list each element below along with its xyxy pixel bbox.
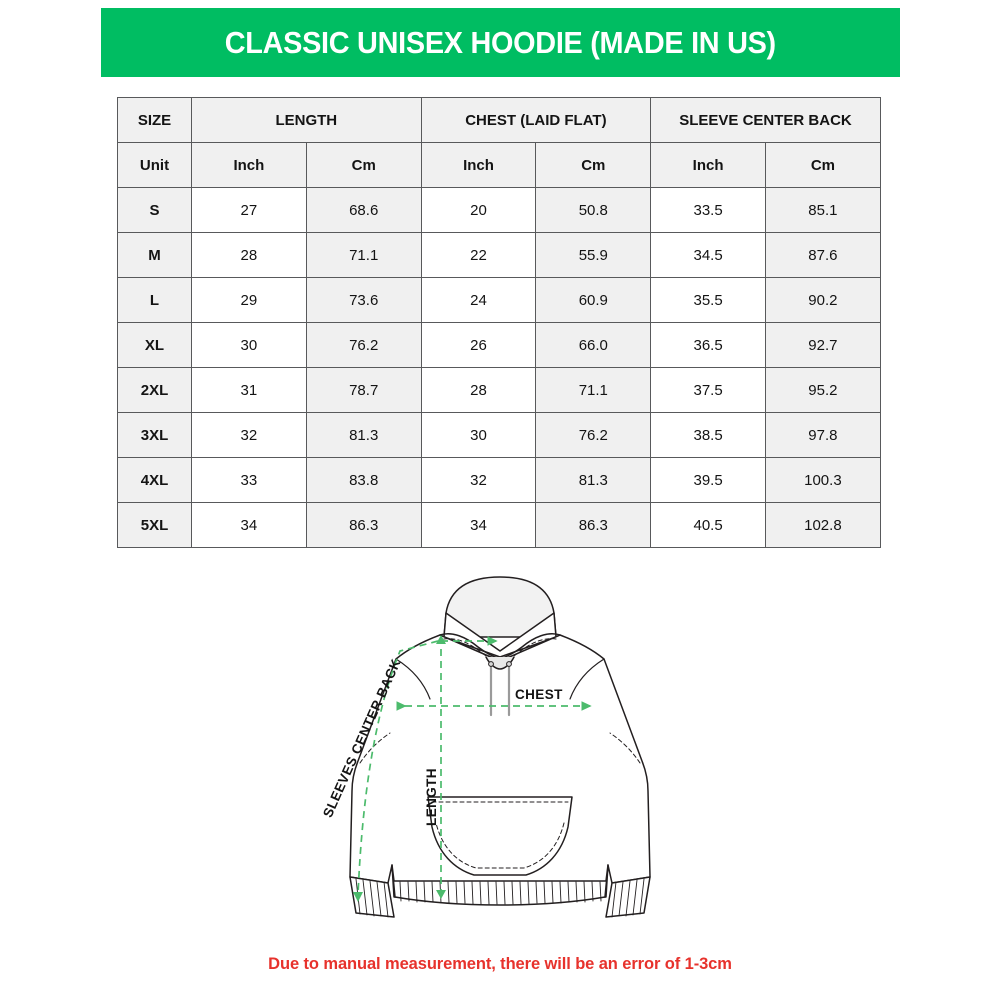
cell-sleeve-cm: 87.6 (765, 232, 881, 278)
table-row: M 28 71.1 22 55.9 34.5 87.6 (117, 232, 881, 278)
table-row: 2XL 31 78.7 28 71.1 37.5 95.2 (117, 367, 881, 413)
cell-sleeve-cm: 90.2 (765, 277, 881, 323)
chest-label: CHEST (515, 687, 563, 702)
cell-chest-inch: 20 (420, 187, 537, 233)
table-row: S 27 68.6 20 50.8 33.5 85.1 (117, 187, 881, 233)
table-group-header-row: SIZE LENGTH CHEST (LAID FLAT) SLEEVE CEN… (117, 97, 881, 143)
cell-chest-cm: 60.9 (535, 277, 652, 323)
cell-length-cm: 83.8 (305, 457, 422, 503)
cell-sleeve-cm: 85.1 (765, 187, 881, 233)
cell-sleeve-inch: 39.5 (650, 457, 766, 503)
cell-chest-cm: 55.9 (535, 232, 652, 278)
hoodie-diagram: CHEST LENGTH SLEEVES CENTER BACK (300, 565, 700, 940)
cell-sleeve-cm: 100.3 (765, 457, 881, 503)
unit-header-sleeve-cm: Cm (765, 142, 881, 188)
cell-length-cm: 68.6 (305, 187, 422, 233)
cell-length-inch: 28 (191, 232, 307, 278)
cell-chest-inch: 24 (420, 277, 537, 323)
cell-size: 4XL (117, 457, 192, 503)
cell-chest-cm: 71.1 (535, 367, 652, 413)
cell-sleeve-inch: 33.5 (650, 187, 766, 233)
cell-length-cm: 71.1 (305, 232, 422, 278)
hoodie-garment-outline (349, 576, 651, 918)
cell-length-inch: 29 (191, 277, 307, 323)
header-banner: CLASSIC UNISEX HOODIE (MADE IN US) (101, 8, 900, 77)
cell-size: 3XL (117, 412, 192, 458)
column-header-sleeve: SLEEVE CENTER BACK (650, 97, 881, 143)
unit-header-length-cm: Cm (305, 142, 422, 188)
cell-size: 2XL (117, 367, 192, 413)
table-row: 4XL 33 83.8 32 81.3 39.5 100.3 (117, 457, 881, 503)
unit-header-chest-cm: Cm (535, 142, 652, 188)
cell-length-cm: 76.2 (305, 322, 422, 368)
cell-chest-inch: 28 (420, 367, 537, 413)
table-row: 5XL 34 86.3 34 86.3 40.5 102.8 (117, 502, 881, 548)
column-header-size: SIZE (117, 97, 192, 143)
length-label: LENGTH (424, 768, 439, 826)
cell-length-inch: 31 (191, 367, 307, 413)
cell-size: M (117, 232, 192, 278)
cell-length-cm: 81.3 (305, 412, 422, 458)
cell-sleeve-inch: 38.5 (650, 412, 766, 458)
sleeve-center-back-guide-line (357, 640, 439, 896)
unit-header-chest-inch: Inch (420, 142, 537, 188)
cell-sleeve-inch: 35.5 (650, 277, 766, 323)
guide-arrowheads (353, 635, 446, 902)
cell-length-cm: 78.7 (305, 367, 422, 413)
unit-header-unit: Unit (117, 142, 192, 188)
cell-length-inch: 34 (191, 502, 307, 548)
size-chart-table: SIZE LENGTH CHEST (LAID FLAT) SLEEVE CEN… (117, 97, 881, 548)
cell-length-inch: 32 (191, 412, 307, 458)
cell-size: S (117, 187, 192, 233)
cell-size: XL (117, 322, 192, 368)
cell-sleeve-inch: 34.5 (650, 232, 766, 278)
table-unit-header-row: Unit Inch Cm Inch Cm Inch Cm (117, 142, 881, 188)
cell-chest-inch: 32 (420, 457, 537, 503)
cell-chest-inch: 26 (420, 322, 537, 368)
cell-length-inch: 30 (191, 322, 307, 368)
cell-chest-inch: 34 (420, 502, 537, 548)
cell-chest-cm: 66.0 (535, 322, 652, 368)
cell-chest-cm: 76.2 (535, 412, 652, 458)
down-arrowhead (436, 890, 446, 899)
cell-sleeve-cm: 92.7 (765, 322, 881, 368)
cell-chest-cm: 86.3 (535, 502, 652, 548)
cell-sleeve-cm: 97.8 (765, 412, 881, 458)
cell-chest-inch: 22 (420, 232, 537, 278)
table-row: L 29 73.6 24 60.9 35.5 90.2 (117, 277, 881, 323)
cell-chest-inch: 30 (420, 412, 537, 458)
cell-sleeve-cm: 102.8 (765, 502, 881, 548)
column-header-chest: CHEST (LAID FLAT) (420, 97, 652, 143)
unit-header-length-inch: Inch (191, 142, 307, 188)
page-title: CLASSIC UNISEX HOODIE (MADE IN US) (224, 24, 777, 60)
table-row: XL 30 76.2 26 66.0 36.5 92.7 (117, 322, 881, 368)
sleeve-down-arrowhead (353, 892, 363, 902)
cell-chest-cm: 81.3 (535, 457, 652, 503)
measurement-guides (357, 636, 592, 896)
cell-size: 5XL (117, 502, 192, 548)
cell-length-inch: 27 (191, 187, 307, 233)
table-body: S 27 68.6 20 50.8 33.5 85.1 M 28 71.1 22… (117, 187, 881, 548)
column-header-length: LENGTH (191, 97, 422, 143)
unit-header-sleeve-inch: Inch (650, 142, 766, 188)
cell-length-cm: 86.3 (305, 502, 422, 548)
cell-sleeve-inch: 36.5 (650, 322, 766, 368)
cell-sleeve-inch: 40.5 (650, 502, 766, 548)
up-arrowhead (436, 635, 446, 644)
table-row: 3XL 32 81.3 30 76.2 38.5 97.8 (117, 412, 881, 458)
measurement-disclaimer: Due to manual measurement, there will be… (268, 955, 732, 973)
cell-length-cm: 73.6 (305, 277, 422, 323)
cell-chest-cm: 50.8 (535, 187, 652, 233)
cell-size: L (117, 277, 192, 323)
cell-sleeve-inch: 37.5 (650, 367, 766, 413)
cell-length-inch: 33 (191, 457, 307, 503)
cell-sleeve-cm: 95.2 (765, 367, 881, 413)
